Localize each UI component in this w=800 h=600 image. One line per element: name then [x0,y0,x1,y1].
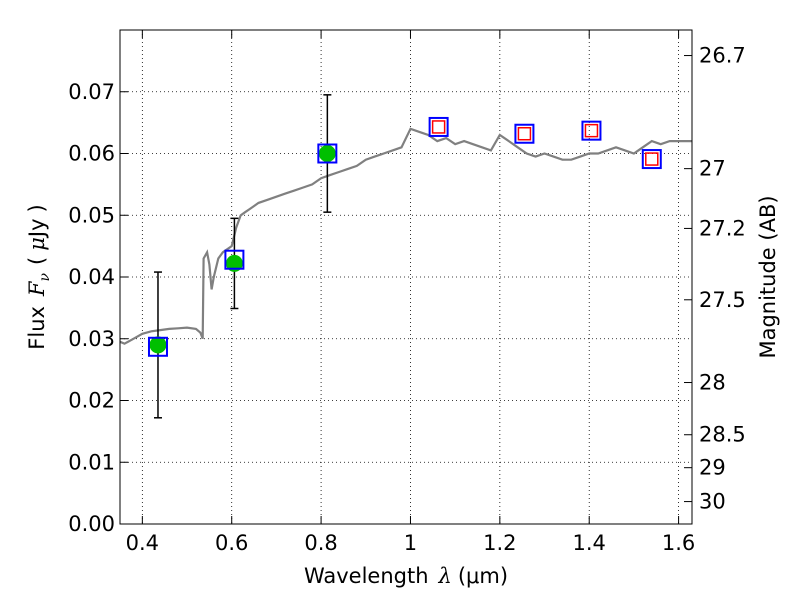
model-flux-marker [317,143,338,164]
model-flux-marker [641,149,662,170]
model-flux-marker [224,249,245,270]
y2-tick-label: 27.5 [699,288,746,312]
x-tick-label: 1.6 [662,531,695,555]
y-tick-label: 0.00 [68,512,115,536]
y-tick-label: 0.02 [68,389,115,413]
limit-marker [517,126,532,141]
model-flux-marker [147,336,168,357]
y2-tick-label: 30 [699,490,726,514]
y2-tick-label: 27 [699,157,726,181]
grid-lines [120,30,692,524]
model-flux-marker [514,123,535,144]
y2-axis-label: Magnitude (AB) [756,195,780,358]
x-axis-label: Wavelength λ (μm) [304,564,508,588]
y2-tick-label: 28.5 [699,423,746,447]
x-tick-label: 1.4 [573,531,606,555]
x-tick-label: 1.2 [483,531,516,555]
y-tick-label: 0.03 [68,327,115,351]
x-tick-label: 1 [404,531,417,555]
limit-marker [584,123,599,138]
limit-marker [431,120,446,134]
flux-point [149,336,167,354]
limit-marker [645,152,659,166]
model-flux-marker [428,116,449,137]
x-tick-label: 0.4 [126,531,159,555]
spectrum-line [120,127,692,345]
y2-tick-label: 26.7 [699,44,746,68]
y2-tick-label: 28 [699,371,726,395]
y-tick-label: 0.06 [68,142,115,166]
y2-tick-label: 29 [699,456,726,480]
y-tick-label: 0.05 [68,203,115,227]
y-axis-label: FluxFν(μJy) [25,204,53,349]
x-tick-label: 0.6 [215,531,248,555]
series-layer [120,94,692,419]
x-tick-label: 0.8 [304,531,337,555]
y2-tick-label: 27.2 [699,216,746,240]
flux-point [318,145,336,162]
y-tick-label: 0.04 [68,265,115,289]
plot-frame [119,29,693,525]
y-tick-label: 0.07 [68,80,115,104]
model-flux-marker [581,120,602,141]
y-tick-label: 0.01 [68,450,115,474]
ticks: 0.4 0.6 0.8 1 1.2 1.4 1.6 0.00 0.01 0.02 0.03 0.04 0… [68,30,746,555]
